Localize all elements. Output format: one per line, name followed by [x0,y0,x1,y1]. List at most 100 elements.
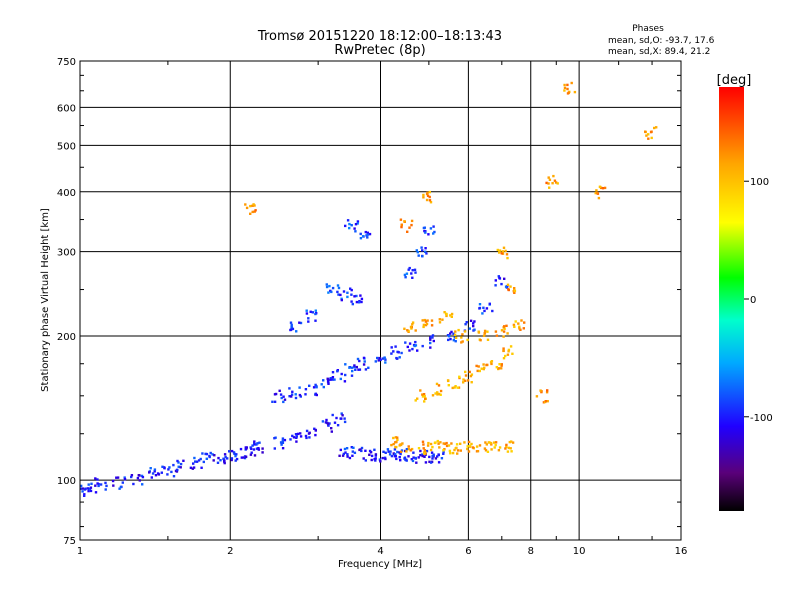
echo-point [411,323,414,326]
echo-point [422,323,426,327]
echo-point [483,366,486,369]
echo-point [172,475,176,478]
echo-point [166,473,169,476]
echo-point [249,204,252,208]
echo-point [288,395,291,398]
echo-point [456,449,460,452]
echo-point [495,366,498,369]
echo-point [461,340,464,343]
echo-point [223,461,226,465]
echo-point [290,393,294,396]
echo-point [255,447,259,450]
echo-point [653,126,656,130]
x-tick-label: 10 [573,546,586,557]
echo-point [182,459,185,462]
echo-point [464,370,467,374]
echo-point [429,201,433,204]
echo-point [472,324,475,328]
echo-point [351,366,354,369]
echo-point [456,452,459,455]
echo-point [601,187,605,190]
echo-point [138,474,141,477]
echo-point [305,436,308,440]
echo-point [281,441,285,444]
echo-point [433,230,436,234]
echo-point [343,420,347,424]
echo-point [410,458,413,461]
echo-point [427,441,430,445]
echo-point [177,461,180,464]
echo-point [336,370,339,373]
echo-point [494,441,498,444]
echo-point [352,446,355,449]
echo-point [539,389,542,392]
echo-point [478,307,481,310]
echo-point [419,454,422,457]
echo-point [483,332,486,335]
echo-point [421,344,424,348]
echo-point [390,454,394,458]
echo-point [327,291,330,294]
echo-point [292,436,296,439]
echo-point [339,448,342,452]
echo-point [359,232,362,236]
echo-point [314,312,317,316]
y-tick-label: 100 [57,476,76,487]
echo-point [384,358,387,361]
echo-point [394,445,397,449]
echo-point [130,474,134,477]
echo-point [436,391,439,394]
echo-point [364,230,367,234]
echo-point [378,356,381,360]
echo-point [603,186,607,190]
echo-point [498,251,501,254]
echo-point [454,336,458,339]
echo-point [111,479,115,483]
colorbar-tick-label: 0 [750,295,756,306]
echo-point [376,356,379,360]
echo-point [298,321,301,324]
echo-point [507,348,511,352]
echo-point [344,224,347,228]
echo-point [230,457,234,460]
echo-point [429,442,433,446]
echo-point [408,226,411,229]
echo-point [339,417,342,420]
echo-point [291,327,295,331]
echo-point [233,452,236,455]
echo-point [449,314,452,317]
echo-point [341,414,344,417]
echo-point [390,346,393,349]
echo-point [201,452,204,455]
echo-point [157,473,161,476]
echo-point [299,435,303,438]
echo-point [344,363,347,366]
echo-point [299,321,303,325]
echo-point [350,293,353,296]
y-tick-label: 600 [57,103,76,114]
echo-point [484,449,488,452]
echo-point [325,283,328,286]
echo-point [123,476,126,479]
echo-point [232,451,236,454]
echo-point [450,312,454,316]
echo-point [466,445,469,448]
echo-point [506,332,509,335]
echo-point [459,449,462,452]
echo-point [340,372,343,376]
echo-point [250,451,253,454]
echo-point [121,481,124,484]
echo-point [253,440,256,443]
echo-point [409,449,412,452]
echo-point [251,210,254,214]
echo-point [461,333,464,336]
echo-point [508,440,511,444]
echo-point [205,452,209,456]
echo-point [298,386,301,389]
echo-point [432,225,435,228]
echo-point [216,461,220,464]
echo-point [422,226,426,230]
echo-point [510,450,513,453]
echo-point [421,319,424,322]
echo-point [404,276,407,279]
